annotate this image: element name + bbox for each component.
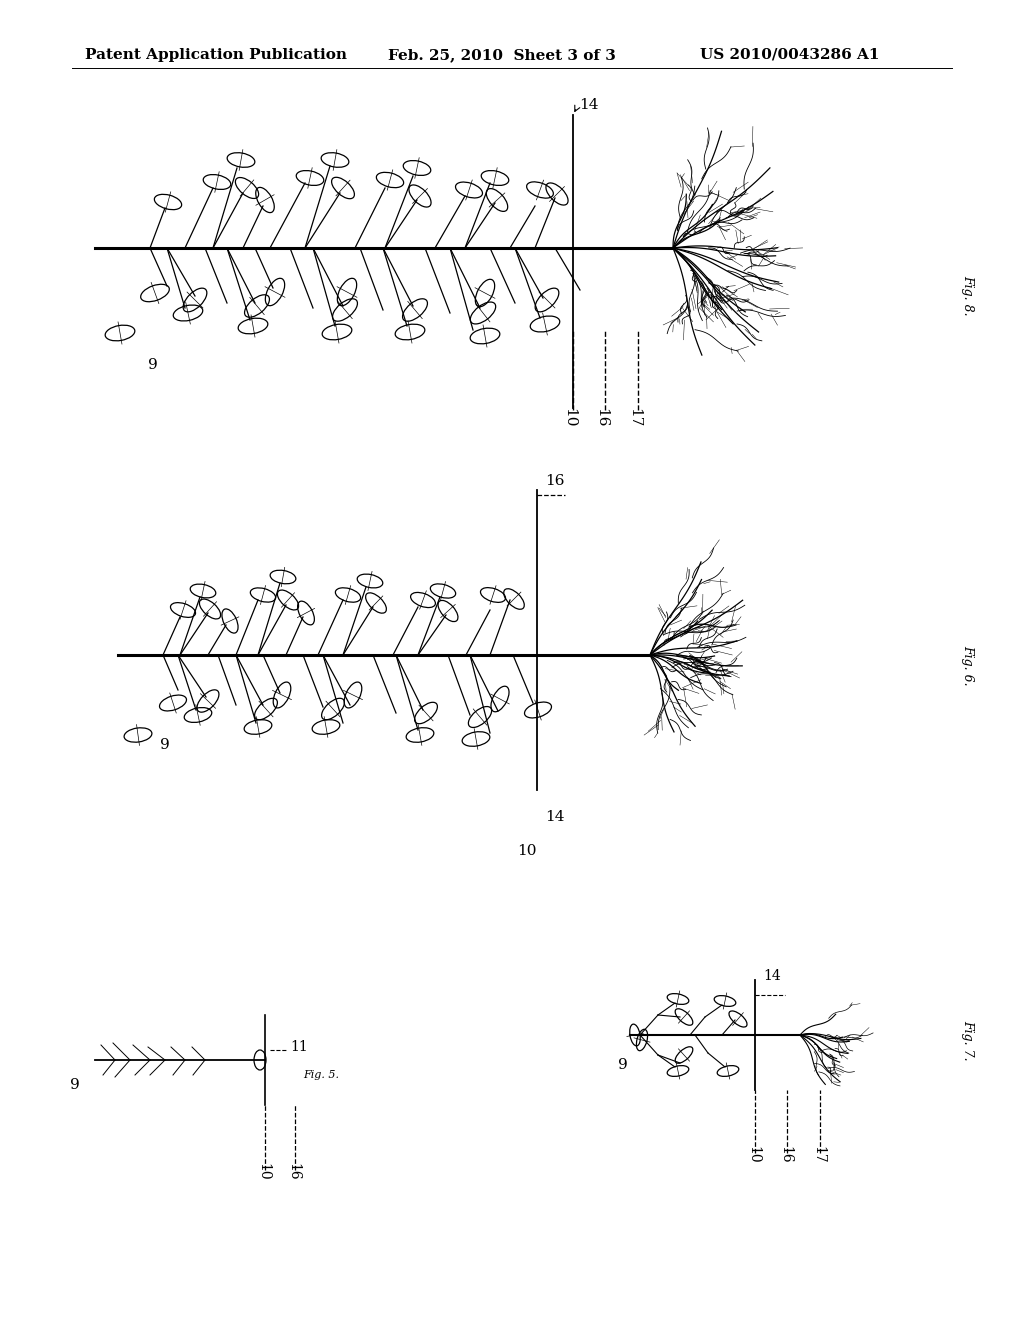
Text: 10: 10 — [562, 408, 575, 426]
Text: 11: 11 — [290, 1040, 308, 1053]
Text: 9: 9 — [618, 1059, 628, 1072]
Text: US 2010/0043286 A1: US 2010/0043286 A1 — [700, 48, 880, 62]
Text: 14: 14 — [545, 810, 564, 824]
Text: 16: 16 — [286, 1163, 300, 1181]
Text: 10: 10 — [746, 1146, 760, 1164]
Text: Fig. 7.: Fig. 7. — [962, 1019, 975, 1060]
Text: 17: 17 — [627, 408, 641, 426]
Text: Fig. 6.: Fig. 6. — [962, 644, 975, 685]
Text: 17: 17 — [811, 1146, 825, 1164]
Text: 14: 14 — [763, 969, 780, 983]
Text: 16: 16 — [778, 1146, 792, 1164]
Text: 9: 9 — [70, 1078, 80, 1092]
Text: Fig. 5.: Fig. 5. — [303, 1071, 339, 1080]
Text: Patent Application Publication: Patent Application Publication — [85, 48, 347, 62]
Text: 14: 14 — [579, 98, 598, 112]
Text: 16: 16 — [594, 408, 608, 426]
Text: 10: 10 — [256, 1163, 270, 1181]
Text: Fig. 8.: Fig. 8. — [962, 275, 975, 315]
Text: Feb. 25, 2010  Sheet 3 of 3: Feb. 25, 2010 Sheet 3 of 3 — [388, 48, 615, 62]
Text: 16: 16 — [545, 474, 564, 488]
Text: 9: 9 — [148, 358, 158, 372]
Text: 9: 9 — [160, 738, 170, 752]
Text: 10: 10 — [517, 843, 537, 858]
